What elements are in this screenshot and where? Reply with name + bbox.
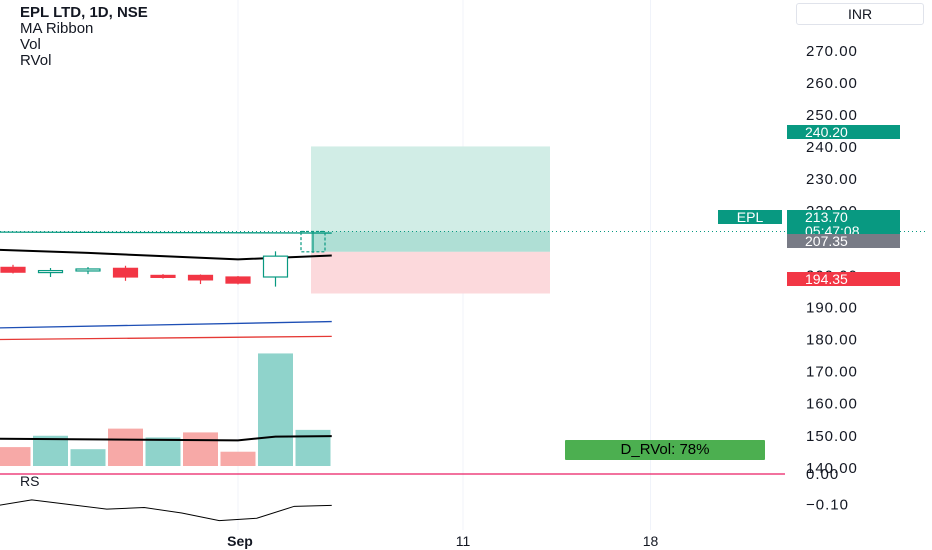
stop-zone	[311, 251, 550, 294]
candles	[0, 230, 326, 287]
volume-bar	[145, 437, 181, 466]
volume-bar	[108, 428, 143, 466]
chart-legend: EPL LTD, 1D, NSE MA Ribbon Vol RVol	[20, 5, 148, 69]
symbol-title[interactable]: EPL LTD, 1D, NSE	[20, 4, 148, 21]
last-price-tag: 213.70 05:47:08	[787, 210, 900, 238]
rs-tick-label: −0.10	[806, 497, 849, 514]
price-tick-label: 270.00	[806, 43, 858, 60]
candle-body	[37, 269, 64, 274]
volume-bar	[183, 432, 218, 466]
price-tick-label: 240.00	[806, 139, 858, 156]
volume-bar	[33, 435, 68, 466]
time-tick-label: Sep	[227, 533, 253, 549]
rs-pane	[0, 473, 785, 522]
time-tick-label: 11	[456, 533, 471, 549]
volume-bar	[70, 449, 106, 466]
candle-body	[112, 267, 139, 278]
time-tick-label: 18	[643, 533, 659, 549]
candle-body	[150, 274, 176, 278]
candle-body	[187, 274, 214, 281]
candle-body	[225, 276, 251, 284]
candle-body	[262, 255, 289, 278]
indicator-ma-ribbon[interactable]: MA Ribbon	[20, 20, 94, 37]
indicator-vol[interactable]: Vol	[20, 36, 41, 53]
profit-fill	[311, 231, 550, 252]
volume-bar	[0, 447, 31, 466]
price-tick-label: 190.00	[806, 299, 858, 316]
ma-line-red	[0, 335, 332, 341]
last-price: 213.70	[805, 209, 848, 225]
price-tick-label: 150.00	[806, 428, 858, 445]
price-tick-label: 230.00	[806, 171, 858, 188]
indicator-rvol[interactable]: RVol	[20, 52, 52, 69]
price-tick-label: 260.00	[806, 75, 858, 92]
price-tick-label: 160.00	[806, 396, 858, 413]
price-tick-label: 140.00	[806, 460, 858, 477]
rs-tick-label: 0.00	[806, 466, 839, 483]
symbol-tag: EPL	[718, 210, 782, 224]
target-price-tag: 240.20	[787, 125, 900, 139]
volume-bar	[220, 451, 256, 466]
ma-line-blue	[0, 320, 332, 329]
time-axis[interactable]: Sep 11 18	[227, 533, 658, 549]
currency-button[interactable]: INR	[796, 3, 924, 25]
moving-average-ribbon	[0, 231, 332, 341]
entry-price-tag: 207.35	[787, 234, 900, 248]
stop-price-tag: 194.35	[787, 272, 900, 286]
position-zones[interactable]	[0, 146, 925, 294]
volume-bars	[0, 353, 332, 466]
volume-average-line	[0, 435, 332, 442]
candle-body	[0, 266, 26, 273]
candle-body	[75, 268, 101, 272]
rvol-badge: D_RVol: 78%	[565, 440, 765, 460]
price-tick-label: 250.00	[806, 107, 858, 124]
price-tick-label: 180.00	[806, 332, 858, 349]
price-tick-label: 170.00	[806, 364, 858, 381]
rs-line	[0, 499, 332, 522]
rs-pane-label[interactable]: RS	[20, 473, 40, 489]
candle-body	[300, 230, 326, 253]
ma-line-teal	[0, 231, 332, 234]
volume-bar	[258, 353, 293, 466]
